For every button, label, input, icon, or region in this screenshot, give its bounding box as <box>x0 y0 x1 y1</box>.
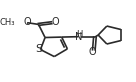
Text: O: O <box>51 17 59 27</box>
Text: S: S <box>35 44 42 54</box>
Text: N: N <box>75 32 83 42</box>
Text: O: O <box>89 47 97 57</box>
Text: CH₃: CH₃ <box>0 18 15 27</box>
Text: O: O <box>24 17 31 27</box>
Text: H: H <box>76 30 82 39</box>
